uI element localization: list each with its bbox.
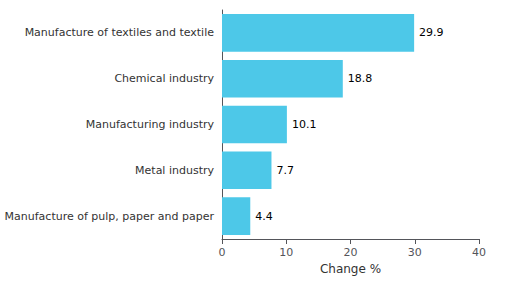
svg-text:Chemical industry: Chemical industry <box>114 72 214 85</box>
svg-text:0: 0 <box>219 246 226 259</box>
svg-text:10: 10 <box>279 246 293 259</box>
svg-text:4.4: 4.4 <box>255 210 273 223</box>
svg-text:30: 30 <box>408 246 422 259</box>
svg-text:Metal industry: Metal industry <box>135 164 214 177</box>
svg-text:7.7: 7.7 <box>276 164 294 177</box>
svg-text:10.1: 10.1 <box>292 118 317 131</box>
svg-text:40: 40 <box>472 246 486 259</box>
svg-text:Manufacturing industry: Manufacturing industry <box>86 118 215 131</box>
svg-text:Manufacture of textiles and te: Manufacture of textiles and textile <box>25 26 215 39</box>
svg-text:29.9: 29.9 <box>419 26 444 39</box>
svg-text:Manufacture of pulp, paper and: Manufacture of pulp, paper and paper <box>5 210 215 223</box>
svg-text:Change %: Change % <box>320 262 381 276</box>
svg-text:20: 20 <box>344 246 358 259</box>
svg-text:18.8: 18.8 <box>348 72 373 85</box>
